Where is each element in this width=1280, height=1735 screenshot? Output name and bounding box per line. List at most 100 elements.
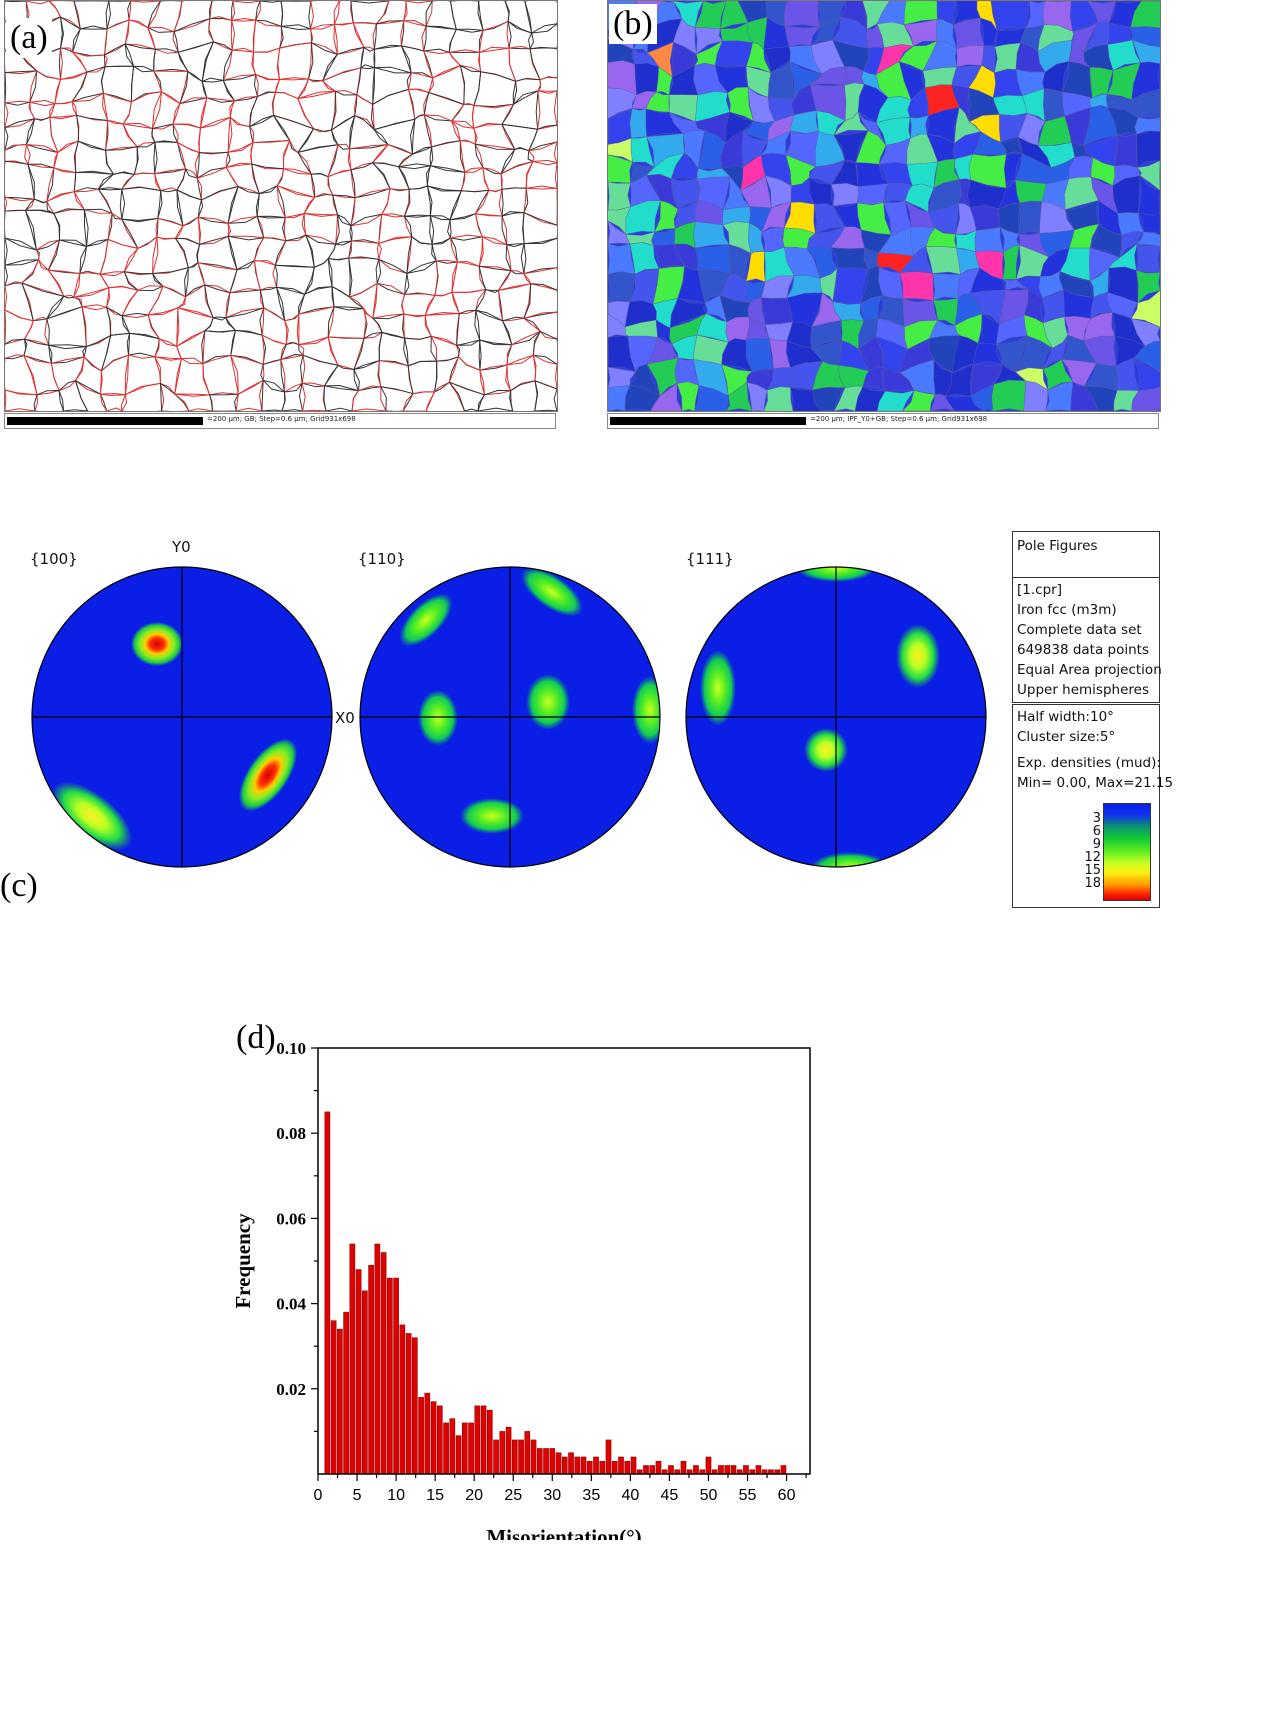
colorbar-tick: 3 [1092, 811, 1101, 826]
histogram-bar [355, 1269, 362, 1475]
x-tick-label: 55 [739, 1487, 757, 1504]
histogram-bar [561, 1456, 568, 1475]
histogram-bar [655, 1460, 662, 1475]
histogram-bar [618, 1456, 624, 1475]
histogram-bar [437, 1405, 443, 1475]
histogram-bar [718, 1465, 724, 1475]
histogram-bar [586, 1460, 593, 1475]
histogram-bar [524, 1431, 531, 1475]
colorbar-tick: 6 [1092, 824, 1101, 839]
histogram-bar [536, 1448, 543, 1475]
colorbar-tick: 12 [1084, 850, 1101, 865]
x-tick-label: 35 [582, 1487, 600, 1504]
histogram-bar [405, 1333, 412, 1475]
histogram-bar [493, 1439, 499, 1475]
dataset-line: Upper hemispheres [1017, 682, 1149, 698]
histogram-bar [393, 1277, 399, 1475]
histogram-bar [430, 1401, 437, 1475]
scale-bar-line [610, 417, 806, 425]
pole-figures [31, 566, 987, 868]
histogram-bar [668, 1465, 674, 1475]
histogram-bar [643, 1465, 649, 1475]
histogram-bar [755, 1465, 762, 1475]
histogram-bar [499, 1431, 506, 1475]
histogram-bar [443, 1422, 449, 1475]
x-tick-label: 30 [543, 1487, 561, 1504]
histogram-bar [412, 1337, 418, 1475]
axis-x0-label: X0 [335, 709, 355, 727]
scale-bar-line [7, 417, 203, 425]
histogram-bar [780, 1465, 787, 1475]
density-info-box: Half width:10° Cluster size:5° Exp. dens… [1012, 704, 1173, 908]
histogram-bar [343, 1311, 349, 1475]
x-tick-label: 10 [387, 1487, 405, 1504]
histogram-bar [474, 1405, 481, 1475]
histogram-bar [743, 1465, 749, 1475]
x-axis-label: Misorientation(°) [486, 1525, 641, 1540]
y-tick-label: 0.06 [276, 1209, 306, 1228]
panel-label-a: (a) [6, 18, 52, 58]
pole-figure-110 [359, 566, 661, 868]
dataset-line: 649838 data points [1017, 642, 1149, 658]
y-tick-label: 0.04 [276, 1295, 306, 1314]
x-tick-label: 20 [465, 1487, 483, 1504]
histogram-bar [349, 1243, 356, 1475]
colorbar-tick: 9 [1092, 837, 1101, 852]
pole-figure-title: Pole Figures [1017, 538, 1098, 554]
histogram-bar [693, 1465, 699, 1475]
x-tick-label: 40 [621, 1487, 639, 1504]
histogram-bar [480, 1405, 487, 1475]
param-line: Exp. densities (mud): [1017, 755, 1161, 771]
histogram-bar [724, 1465, 731, 1475]
panel-label-c: (c) [0, 866, 38, 906]
histogram-bar [705, 1456, 712, 1475]
param-line: Cluster size:5° [1017, 729, 1116, 745]
histogram-bar [505, 1426, 512, 1475]
histogram-bar [324, 1111, 331, 1475]
histogram-bar [424, 1392, 431, 1475]
histogram-bar [680, 1460, 687, 1475]
grain-boundaries [5, 1, 557, 411]
density-colorbar: 3 6 9 12 15 18 [1075, 803, 1153, 901]
histogram-bar [549, 1448, 556, 1475]
pole-figure-100 [31, 566, 333, 868]
histogram-bar [530, 1439, 537, 1475]
param-line: Half width:10° [1017, 709, 1114, 725]
colorbar-tick: 15 [1084, 863, 1101, 878]
axis-y0-label: Y0 [172, 538, 191, 556]
histogram-bar [611, 1460, 618, 1475]
dataset-line: Equal Area projection [1017, 662, 1162, 678]
colorbar-tick: 18 [1084, 876, 1101, 891]
y-axis: 0.02 0.04 0.06 0.08 0.10 [276, 1039, 318, 1432]
histogram-bar [543, 1448, 549, 1475]
x-tick-label: 0 [314, 1487, 323, 1504]
histogram-bar [511, 1439, 518, 1475]
pole-figure-label-100: {100} [30, 550, 78, 568]
histogram-bar [580, 1456, 587, 1475]
dataset-line: Complete data set [1017, 622, 1142, 638]
histogram-bar [599, 1460, 606, 1475]
histogram-bars [324, 1111, 787, 1475]
ipf-grain-cells [608, 1, 1160, 411]
histogram-bar [624, 1460, 631, 1475]
pole-figure-111 [685, 566, 987, 868]
histogram-bar [630, 1456, 637, 1475]
panel-label-b: (b) [609, 4, 657, 44]
histogram-bar [374, 1243, 381, 1475]
histogram-bar [605, 1439, 612, 1475]
scale-bar-a: =200 µm; GB; Step=0.6 µm; Grid931x698 [4, 413, 556, 429]
ipf-grains [608, 1, 1160, 411]
histogram-bar [730, 1465, 737, 1475]
dataset-line: Iron fcc (m3m) [1017, 602, 1117, 618]
histogram-bar [574, 1456, 581, 1475]
x-tick-label: 25 [504, 1487, 522, 1504]
pole-figure-title-box: Pole Figures [1012, 531, 1160, 579]
histogram-bar [568, 1452, 574, 1475]
scale-bar-b: =200 µm; IPF_Y0+GB; Step=0.6 µm; Grid931… [607, 413, 1159, 429]
scale-bar-caption: =200 µm; GB; Step=0.6 µm; Grid931x698 [207, 415, 356, 423]
panel-label-d: (d) [236, 1018, 276, 1058]
histogram-bar [593, 1456, 599, 1475]
histogram-bar [462, 1422, 468, 1475]
y-tick-label: 0.02 [276, 1380, 306, 1399]
histogram-bar [418, 1397, 424, 1475]
